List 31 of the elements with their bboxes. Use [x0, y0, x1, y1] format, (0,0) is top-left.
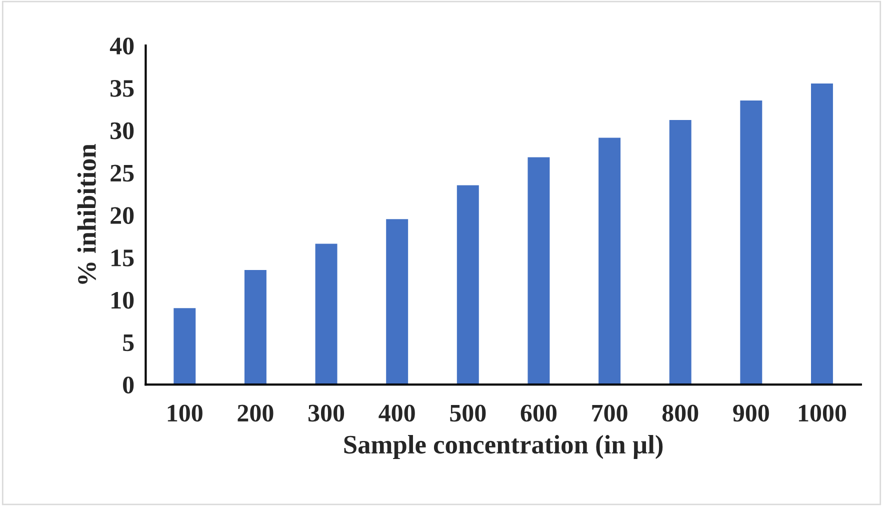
y-tick-label: 30 [110, 122, 134, 140]
bar [172, 306, 198, 385]
bar [456, 184, 480, 385]
x-tick-label: 100 [168, 404, 202, 422]
y-axis-title: % inhibition [77, 144, 96, 284]
x-tick-label: 300 [308, 404, 344, 422]
x-tick-label: 400 [378, 404, 415, 422]
y-tick-label: 40 [110, 38, 134, 54]
bar [668, 118, 693, 385]
x-tick-label: 800 [662, 404, 698, 422]
bar [597, 136, 622, 385]
y-tick-label: 10 [112, 292, 134, 309]
y-tick-label: 5 [123, 334, 134, 352]
y-tick-label: 35 [110, 80, 134, 97]
y-tick-label: 15 [112, 250, 134, 266]
bar [738, 99, 764, 385]
y-tick-label: 20 [110, 207, 134, 224]
x-tick-label: 700 [592, 404, 628, 422]
bar [810, 82, 834, 385]
x-tick-label: 600 [520, 404, 557, 422]
x-tick-label: 200 [238, 404, 274, 422]
y-tick-label: 25 [110, 164, 134, 182]
x-tick-label: 1000 [798, 404, 846, 422]
bar [384, 218, 410, 385]
bar [314, 242, 339, 385]
x-axis-title: Sample concentration (in µl) [344, 435, 663, 459]
x-tick-label: 500 [450, 404, 486, 422]
y-tick-label: 0 [123, 376, 134, 394]
x-tick-label: 900 [733, 404, 769, 422]
bar [243, 268, 268, 385]
bar [526, 156, 552, 385]
